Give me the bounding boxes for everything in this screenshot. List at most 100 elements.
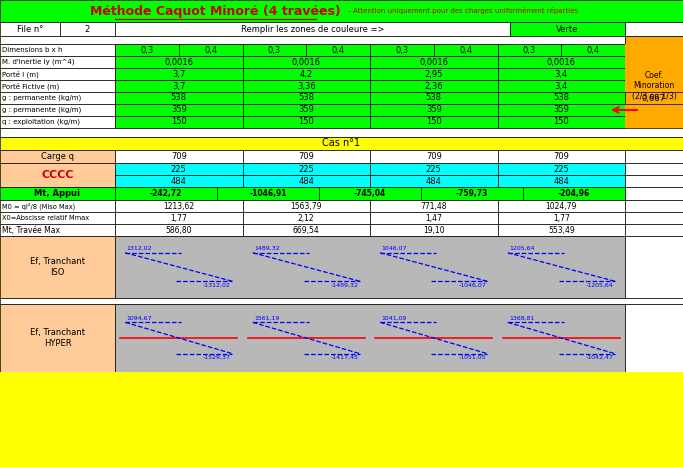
Bar [115, 212, 242, 224]
Bar [242, 92, 370, 104]
Bar [242, 224, 370, 236]
Bar [242, 56, 370, 68]
Text: Remplir les zones de couleure =>: Remplir les zones de couleure => [240, 24, 385, 34]
Text: 3,4: 3,4 [555, 82, 568, 91]
Text: 538: 538 [171, 93, 186, 102]
Bar [319, 187, 421, 200]
Bar [625, 36, 683, 44]
Bar [0, 104, 115, 116]
Bar [242, 116, 370, 128]
Bar [497, 44, 561, 56]
Bar [0, 137, 683, 150]
Text: 709: 709 [426, 152, 442, 161]
Bar [497, 200, 625, 212]
Bar [625, 163, 683, 175]
Bar [625, 224, 683, 236]
Text: CCCC: CCCC [41, 170, 74, 180]
Text: 771,48: 771,48 [421, 201, 447, 211]
Text: 1312,02: 1312,02 [126, 246, 152, 251]
Bar [497, 163, 625, 175]
Bar [0, 116, 115, 128]
Bar [115, 104, 242, 116]
Text: 538: 538 [298, 93, 314, 102]
Text: -745,04: -745,04 [354, 189, 386, 198]
Bar [510, 22, 625, 36]
Text: Ef, Tranchant
ISO: Ef, Tranchant ISO [30, 257, 85, 277]
Bar [625, 44, 683, 128]
Bar [0, 298, 683, 304]
Text: 538: 538 [553, 93, 569, 102]
Text: 1563,79: 1563,79 [290, 201, 322, 211]
Text: -1529,37: -1529,37 [203, 355, 231, 360]
Text: 0,4: 0,4 [459, 45, 472, 55]
Text: 1046,07: 1046,07 [382, 246, 407, 251]
Bar [370, 150, 497, 163]
Text: 553,49: 553,49 [548, 226, 574, 234]
Bar [0, 22, 60, 36]
Bar [370, 200, 497, 212]
Text: 0,0016: 0,0016 [419, 57, 448, 66]
Text: 359: 359 [426, 106, 442, 114]
Bar [115, 163, 242, 175]
Bar [115, 68, 242, 80]
Text: 1213,62: 1213,62 [163, 201, 194, 211]
Bar [115, 236, 625, 298]
Text: 1368,81: 1368,81 [509, 316, 534, 321]
Text: 0,4: 0,4 [587, 45, 600, 55]
Bar [0, 0, 683, 22]
Bar [434, 44, 497, 56]
Bar [370, 116, 497, 128]
Text: 586,80: 586,80 [165, 226, 192, 234]
Text: Verte: Verte [557, 24, 579, 34]
Bar [370, 68, 497, 80]
Bar [0, 56, 115, 68]
Text: 1,77: 1,77 [553, 213, 570, 222]
Bar [497, 224, 625, 236]
Bar [497, 80, 625, 92]
Text: 1489,32: 1489,32 [254, 246, 280, 251]
Bar [0, 128, 683, 137]
Text: 0,0016: 0,0016 [292, 57, 321, 66]
Bar [242, 163, 370, 175]
Text: 19,10: 19,10 [423, 226, 445, 234]
Text: -1046,07: -1046,07 [458, 283, 486, 288]
Bar [625, 150, 683, 163]
Text: -204,96: -204,96 [558, 189, 590, 198]
Text: 359: 359 [298, 106, 314, 114]
Bar [370, 175, 497, 187]
Bar [370, 212, 497, 224]
Bar [115, 56, 242, 68]
Bar [0, 372, 683, 467]
Bar [497, 150, 625, 163]
Bar [0, 236, 115, 298]
Bar [115, 150, 242, 163]
Bar [561, 44, 625, 56]
Text: 484: 484 [171, 177, 186, 185]
Bar [60, 22, 115, 36]
Text: 484: 484 [553, 177, 569, 185]
Text: 709: 709 [553, 152, 569, 161]
Text: Cas n°1: Cas n°1 [322, 139, 361, 149]
Text: 1041,09: 1041,09 [382, 316, 407, 321]
Bar [497, 92, 625, 104]
Bar [625, 236, 683, 298]
Bar [625, 175, 683, 187]
Bar [179, 44, 242, 56]
Bar [0, 200, 115, 212]
Text: -242,72: -242,72 [150, 189, 182, 198]
Bar [242, 68, 370, 80]
Text: File n°: File n° [17, 24, 43, 34]
Bar [370, 163, 497, 175]
Bar [217, 187, 319, 200]
Bar [0, 224, 115, 236]
Text: 0,667: 0,667 [642, 93, 666, 102]
Bar [115, 44, 179, 56]
Text: 669,54: 669,54 [293, 226, 320, 234]
Bar [370, 80, 497, 92]
Bar [242, 175, 370, 187]
Text: - Attention uniquement pour des charges uniformément réparties: - Attention uniquement pour des charges … [346, 7, 578, 14]
Bar [242, 80, 370, 92]
Bar [0, 212, 115, 224]
Bar [115, 116, 242, 128]
Bar [0, 92, 115, 104]
